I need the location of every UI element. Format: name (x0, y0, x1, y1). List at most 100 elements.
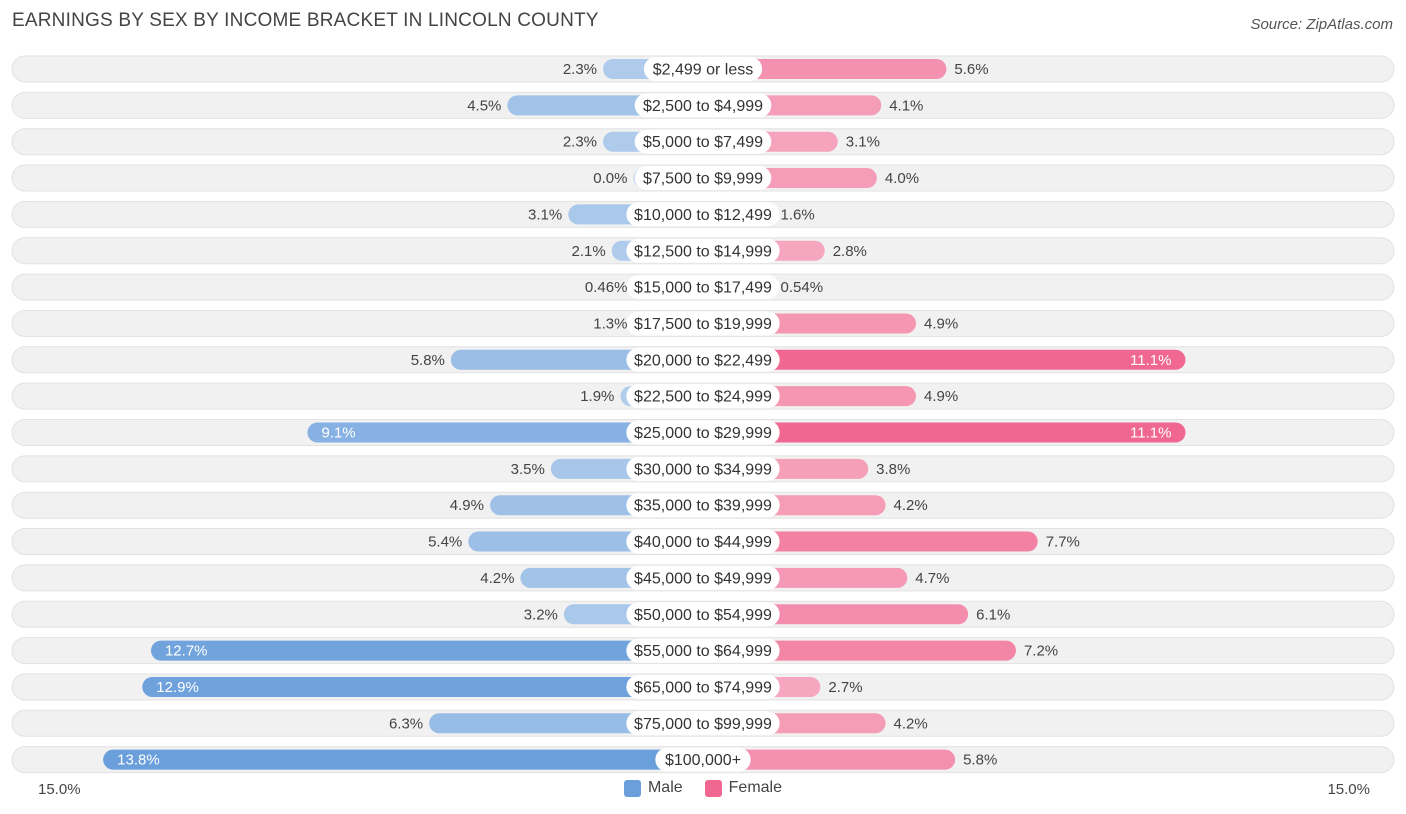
bracket-row: $7,500 to $9,999 0.0% 4.0% (11, 164, 1395, 192)
category-pill (634, 166, 772, 191)
female-value-label: 11.1% (1130, 425, 1171, 442)
female-value-label: 7.7% (1046, 534, 1080, 551)
male-value-label: 2.3% (563, 61, 597, 78)
female-value-label: 4.7% (915, 570, 949, 587)
category-label: $7,500 to $9,999 (643, 171, 763, 188)
category-label: $75,000 to $99,999 (634, 716, 772, 733)
category-pill (626, 384, 780, 409)
category-label: $30,000 to $34,999 (634, 461, 772, 478)
bracket-row: $25,000 to $29,999 9.1% 11.1% (11, 419, 1395, 446)
category-pill (626, 638, 780, 663)
bracket-row: $17,500 to $19,999 1.3% 4.9% (11, 309, 1395, 337)
category-pill (626, 456, 780, 481)
male-value-label: 0.0% (593, 170, 627, 187)
legend-item-female: Female (704, 779, 783, 797)
male-value-label: 12.9% (156, 679, 199, 696)
male-value-label: 3.2% (524, 606, 558, 623)
female-value-label: 6.1% (976, 606, 1010, 623)
female-value-label: 4.9% (924, 388, 958, 405)
legend-swatch-male (623, 779, 641, 797)
source-credit: Source: ZipAtlas.com (1250, 16, 1393, 33)
category-label: $25,000 to $29,999 (634, 425, 772, 442)
male-value-label: 5.8% (411, 352, 445, 369)
bracket-row: $30,000 to $34,999 3.5% 3.8% (11, 455, 1395, 483)
category-pill (626, 529, 780, 554)
category-pill (634, 93, 772, 118)
female-value-label: 4.1% (889, 97, 923, 114)
male-bar (103, 749, 713, 770)
female-bar (693, 422, 1186, 443)
category-label: $55,000 to $64,999 (634, 643, 772, 660)
female-bar (693, 749, 956, 770)
female-value-label: 3.8% (876, 461, 910, 478)
bracket-row: $65,000 to $74,999 12.9% 2.7% (11, 673, 1395, 701)
category-pill (634, 129, 772, 154)
bracket-row: $2,500 to $4,999 4.5% 4.1% (11, 91, 1395, 119)
male-bar (150, 640, 713, 661)
bracket-row: $22,500 to $24,999 1.9% 4.9% (11, 382, 1395, 410)
category-pill (626, 674, 780, 699)
legend: Male Female (0, 779, 1406, 797)
category-label: $100,000+ (665, 752, 741, 769)
female-value-label: 4.2% (894, 497, 928, 514)
male-value-label: 2.3% (563, 134, 597, 151)
category-pill (626, 311, 780, 336)
category-label: $50,000 to $54,999 (634, 607, 772, 624)
male-value-label: 4.2% (480, 570, 514, 587)
legend-item-male: Male (623, 779, 683, 797)
legend-label-female: Female (728, 779, 783, 796)
category-pill (655, 747, 751, 772)
axis-left-label: 15.0% (38, 781, 81, 798)
category-pill (643, 57, 763, 81)
category-pill (626, 238, 780, 263)
female-bar (693, 349, 1186, 370)
chart-title: EARNINGS BY SEX BY INCOME BRACKET IN LIN… (12, 10, 599, 31)
bracket-row: $100,000+ 13.8% 5.8% (11, 746, 1395, 774)
bracket-row: $10,000 to $12,499 3.1% 1.6% (11, 200, 1395, 228)
male-value-label: 12.7% (165, 643, 208, 660)
bracket-row: $20,000 to $22,499 5.8% 11.1% (11, 346, 1395, 374)
category-label: $15,000 to $17,499 (634, 280, 772, 297)
bracket-row: $75,000 to $99,999 6.3% 4.2% (11, 709, 1395, 737)
chart-canvas: $2,499 or less 2.3% 5.6% $2,500 to $4,999 4.… (11, 55, 1395, 774)
male-value-label: 1.3% (593, 315, 627, 332)
female-value-label: 1.6% (781, 206, 815, 223)
category-label: $17,500 to $19,999 (634, 316, 772, 333)
category-label: $10,000 to $12,499 (634, 207, 772, 224)
category-pill (626, 275, 780, 300)
male-value-label: 4.9% (450, 497, 484, 514)
female-value-label: 5.8% (963, 752, 997, 769)
bracket-row: $35,000 to $39,999 4.9% 4.2% (11, 491, 1395, 519)
female-bar (693, 531, 1038, 552)
category-pill (626, 347, 780, 372)
bracket-row: $40,000 to $44,999 5.4% 7.7% (11, 528, 1395, 556)
category-label: $65,000 to $74,999 (634, 679, 772, 696)
category-label: $2,499 or less (653, 62, 754, 79)
male-bar (142, 676, 713, 697)
category-label: $12,500 to $14,999 (634, 243, 772, 260)
female-value-label: 4.9% (924, 315, 958, 332)
female-value-label: 5.6% (954, 61, 988, 78)
category-pill (626, 711, 780, 736)
female-value-label: 4.2% (894, 715, 928, 732)
bracket-row: $5,000 to $7,499 2.3% 3.1% (11, 128, 1395, 156)
bracket-row: $45,000 to $49,999 4.2% 4.7% (11, 564, 1395, 592)
category-pill (626, 565, 780, 590)
legend-swatch-female (704, 779, 722, 797)
category-label: $40,000 to $44,999 (634, 534, 772, 551)
category-pill (626, 202, 780, 227)
male-value-label: 3.5% (511, 461, 545, 478)
category-label: $45,000 to $49,999 (634, 570, 772, 587)
male-value-label: 13.8% (117, 752, 160, 769)
male-value-label: 0.46% (585, 279, 628, 296)
category-label: $20,000 to $22,499 (634, 352, 772, 369)
male-bar (307, 422, 713, 443)
female-value-label: 2.8% (833, 243, 867, 260)
female-value-label: 0.54% (781, 279, 824, 296)
category-label: $2,500 to $4,999 (643, 98, 763, 115)
female-value-label: 2.7% (828, 679, 862, 696)
bracket-row: $15,000 to $17,499 0.46% 0.54% (11, 273, 1395, 301)
category-label: $35,000 to $39,999 (634, 498, 772, 515)
category-label: $5,000 to $7,499 (643, 134, 763, 151)
bracket-row: $12,500 to $14,999 2.1% 2.8% (11, 237, 1395, 265)
